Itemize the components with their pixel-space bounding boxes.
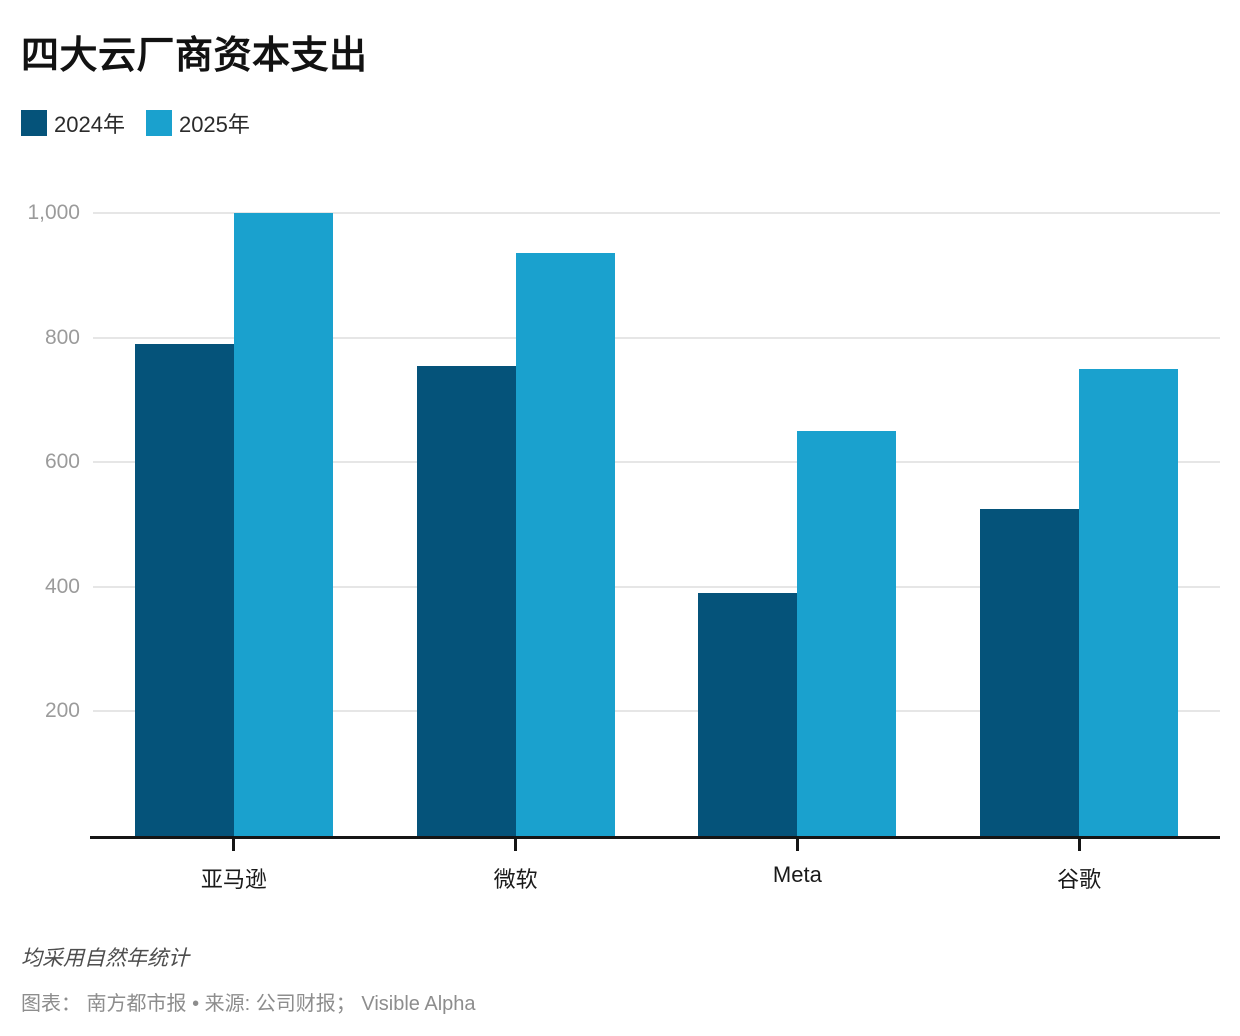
category-label-Meta: Meta (772, 862, 822, 887)
x-axis-tick (232, 839, 236, 851)
y-axis-tick-label: 600 (44, 450, 80, 474)
x-axis-tick (1077, 839, 1081, 851)
chart-legend: 2024年 2025年 (21, 107, 250, 139)
gridline-600 (93, 461, 1220, 464)
gridline-200 (93, 710, 1220, 713)
x-axis-tick (514, 839, 518, 851)
y-axis-tick-label: 1,000 (27, 201, 80, 224)
bar-亚马逊-2024年 (134, 343, 234, 836)
bar-Meta-2024年 (698, 593, 798, 836)
legend-swatch-icon (21, 110, 47, 136)
legend-item-2025年: 2025年 (145, 107, 250, 139)
x-axis-line (90, 836, 1220, 839)
legend-swatch-icon (145, 110, 172, 136)
category-label-谷歌: 谷歌 (1057, 867, 1102, 892)
bar-微软-2024年 (416, 365, 516, 836)
x-axis-tick (795, 839, 799, 851)
chart-title: 四大云厂商资本支出 (21, 35, 368, 77)
legend-label: 2024年 (54, 112, 125, 137)
gridline-800 (93, 336, 1220, 339)
bar-Meta-2025年 (797, 431, 897, 836)
bar-谷歌-2025年 (1079, 368, 1179, 836)
bar-谷歌-2024年 (980, 508, 1080, 836)
y-axis-tick-label: 800 (44, 325, 80, 349)
category-label-亚马逊: 亚马逊 (200, 867, 267, 892)
legend-label: 2025年 (178, 112, 250, 137)
bar-微软-2025年 (515, 253, 615, 836)
legend-item-2024年: 2024年 (21, 107, 125, 139)
y-axis-tick-label: 400 (44, 574, 80, 598)
gridline-1000 (93, 212, 1220, 214)
category-label-微软: 微软 (493, 867, 538, 892)
y-axis-tick-label: 200 (44, 699, 80, 723)
bar-亚马逊-2025年 (233, 213, 333, 836)
chart-source-byline: 图表： 南方都市报 • 来源: 公司财报； Visible Alpha (21, 993, 476, 1015)
gridline-400 (93, 585, 1220, 588)
chart-footnote: 均采用自然年统计 (21, 947, 189, 970)
